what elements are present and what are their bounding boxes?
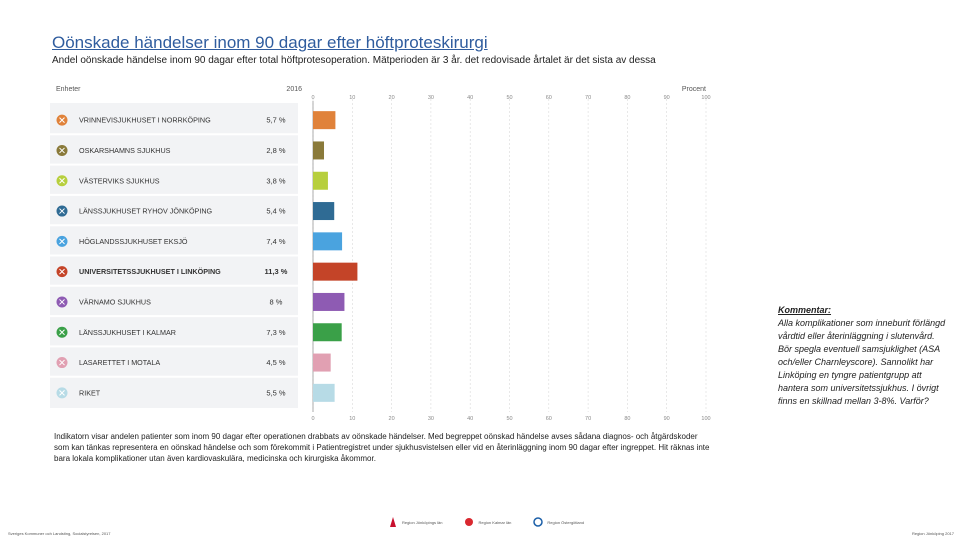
x-tick-label-top: 70 bbox=[585, 95, 591, 101]
unit-marker-cross-icon bbox=[59, 147, 65, 154]
x-tick-label-bottom: 90 bbox=[664, 416, 670, 420]
region-logo-icon bbox=[390, 517, 396, 527]
category-label: UNIVERSITETSSJUKHUSET I LINKÖPING bbox=[79, 267, 221, 276]
region-logo-icon bbox=[533, 517, 544, 527]
x-tick-label-bottom: 50 bbox=[506, 416, 512, 420]
year-header: 2016 bbox=[286, 86, 302, 93]
x-tick-label-top: 0 bbox=[311, 95, 314, 101]
x-axis-label: Procent bbox=[682, 86, 706, 93]
category-label: LÄNSSJUKHUSET RYHOV JÖNKÖPING bbox=[79, 207, 213, 216]
region-logo-icon bbox=[465, 518, 474, 526]
unit-marker-cross-icon bbox=[59, 268, 65, 275]
x-tick-label-bottom: 100 bbox=[701, 416, 710, 420]
logo-region-kalmar: Region Kalmar län bbox=[464, 516, 511, 528]
x-tick-label-bottom: 0 bbox=[311, 416, 314, 420]
indicator-note: Indikatorn visar andelen patienter som i… bbox=[54, 432, 710, 463]
footer-source: Sveriges Kommuner och Landsting, Socials… bbox=[8, 531, 111, 536]
x-tick-label-top: 90 bbox=[664, 95, 670, 101]
category-label: HÖGLANDSSJUKHUSET EKSJÖ bbox=[79, 237, 188, 246]
unit-marker-cross-icon bbox=[59, 389, 65, 396]
unit-marker-cross-icon bbox=[59, 208, 65, 214]
x-tick-label-bottom: 20 bbox=[389, 416, 395, 420]
category-label: VÄSTERVIKS SJUKHUS bbox=[79, 176, 160, 185]
x-tick-label-top: 50 bbox=[506, 95, 512, 101]
bar bbox=[313, 353, 331, 372]
x-tick-label-top: 40 bbox=[467, 95, 473, 101]
bar bbox=[313, 292, 345, 311]
logo-region-ostergotland: Region Östergötland bbox=[533, 516, 584, 528]
unit-marker-cross-icon bbox=[59, 238, 65, 245]
value-label: 5,7 % bbox=[266, 116, 286, 125]
x-tick-label-bottom: 70 bbox=[585, 416, 591, 420]
slide-title: Oönskade händelser inom 90 dagar efter h… bbox=[52, 33, 488, 52]
value-label: 7,4 % bbox=[266, 237, 286, 246]
x-tick-label-bottom: 60 bbox=[546, 416, 552, 420]
category-label: VÄRNAMO SJUKHUS bbox=[79, 297, 151, 306]
category-label: LASARETTET I MOTALA bbox=[79, 358, 160, 367]
category-label: OSKARSHAMNS SJUKHUS bbox=[79, 146, 171, 155]
x-tick-label-top: 80 bbox=[624, 95, 630, 101]
bar bbox=[313, 202, 335, 221]
value-label: 5,5 % bbox=[266, 388, 286, 397]
x-tick-label-bottom: 10 bbox=[349, 416, 355, 420]
category-label: VRINNEVISJUKHUSET I NORRKÖPING bbox=[79, 116, 211, 125]
bar bbox=[313, 141, 325, 160]
x-tick-label-top: 30 bbox=[428, 95, 434, 101]
slide-subtitle: Andel oönskade händelse inom 90 dagar ef… bbox=[52, 55, 656, 66]
bar bbox=[313, 171, 328, 190]
category-label: LÄNSSJUKHUSET I KALMAR bbox=[79, 328, 176, 337]
unit-marker-cross-icon bbox=[59, 177, 65, 184]
comment-text: Alla komplikationer som inneburit förlän… bbox=[778, 318, 946, 406]
unit-marker-cross-icon bbox=[59, 117, 65, 124]
x-tick-label-top: 100 bbox=[701, 95, 710, 101]
value-label: 4,5 % bbox=[266, 358, 286, 367]
x-tick-label-top: 20 bbox=[389, 95, 395, 101]
footer-logos: Region Jönköpings län Region Kalmar län … bbox=[388, 516, 584, 528]
footer-page-label: Region Jönköping 2017 bbox=[911, 531, 954, 536]
unit-marker-cross-icon bbox=[59, 299, 65, 305]
bar bbox=[313, 232, 343, 251]
value-label: 7,3 % bbox=[266, 328, 286, 337]
unit-marker-cross-icon bbox=[59, 359, 65, 366]
bar bbox=[313, 111, 336, 130]
value-label: 8 % bbox=[270, 297, 283, 306]
value-label: 2,8 % bbox=[266, 146, 286, 155]
units-header: Enheter bbox=[56, 86, 81, 93]
bar bbox=[313, 262, 358, 281]
x-tick-label-top: 60 bbox=[546, 95, 552, 101]
bar bbox=[313, 383, 335, 402]
x-tick-label-bottom: 30 bbox=[428, 416, 434, 420]
bar bbox=[313, 323, 342, 342]
category-label: RIKET bbox=[79, 388, 101, 397]
logo-region-jonkoping: Region Jönköpings län bbox=[388, 516, 442, 528]
unit-marker-cross-icon bbox=[59, 329, 65, 336]
value-label: 5,4 % bbox=[266, 207, 286, 216]
x-tick-label-bottom: 40 bbox=[467, 416, 473, 420]
bar-chart: Enheter 2016 Procent 0 0 10 10 20 20 30 30 40 40 50 50… bbox=[50, 86, 711, 420]
comment-box: Kommentar: Alla komplikationer som inneb… bbox=[778, 304, 948, 408]
x-tick-label-bottom: 80 bbox=[624, 416, 630, 420]
x-tick-label-top: 10 bbox=[349, 95, 355, 101]
value-label: 11,3 % bbox=[265, 267, 288, 276]
comment-heading: Kommentar: bbox=[778, 305, 832, 315]
value-label: 3,8 % bbox=[266, 176, 286, 185]
